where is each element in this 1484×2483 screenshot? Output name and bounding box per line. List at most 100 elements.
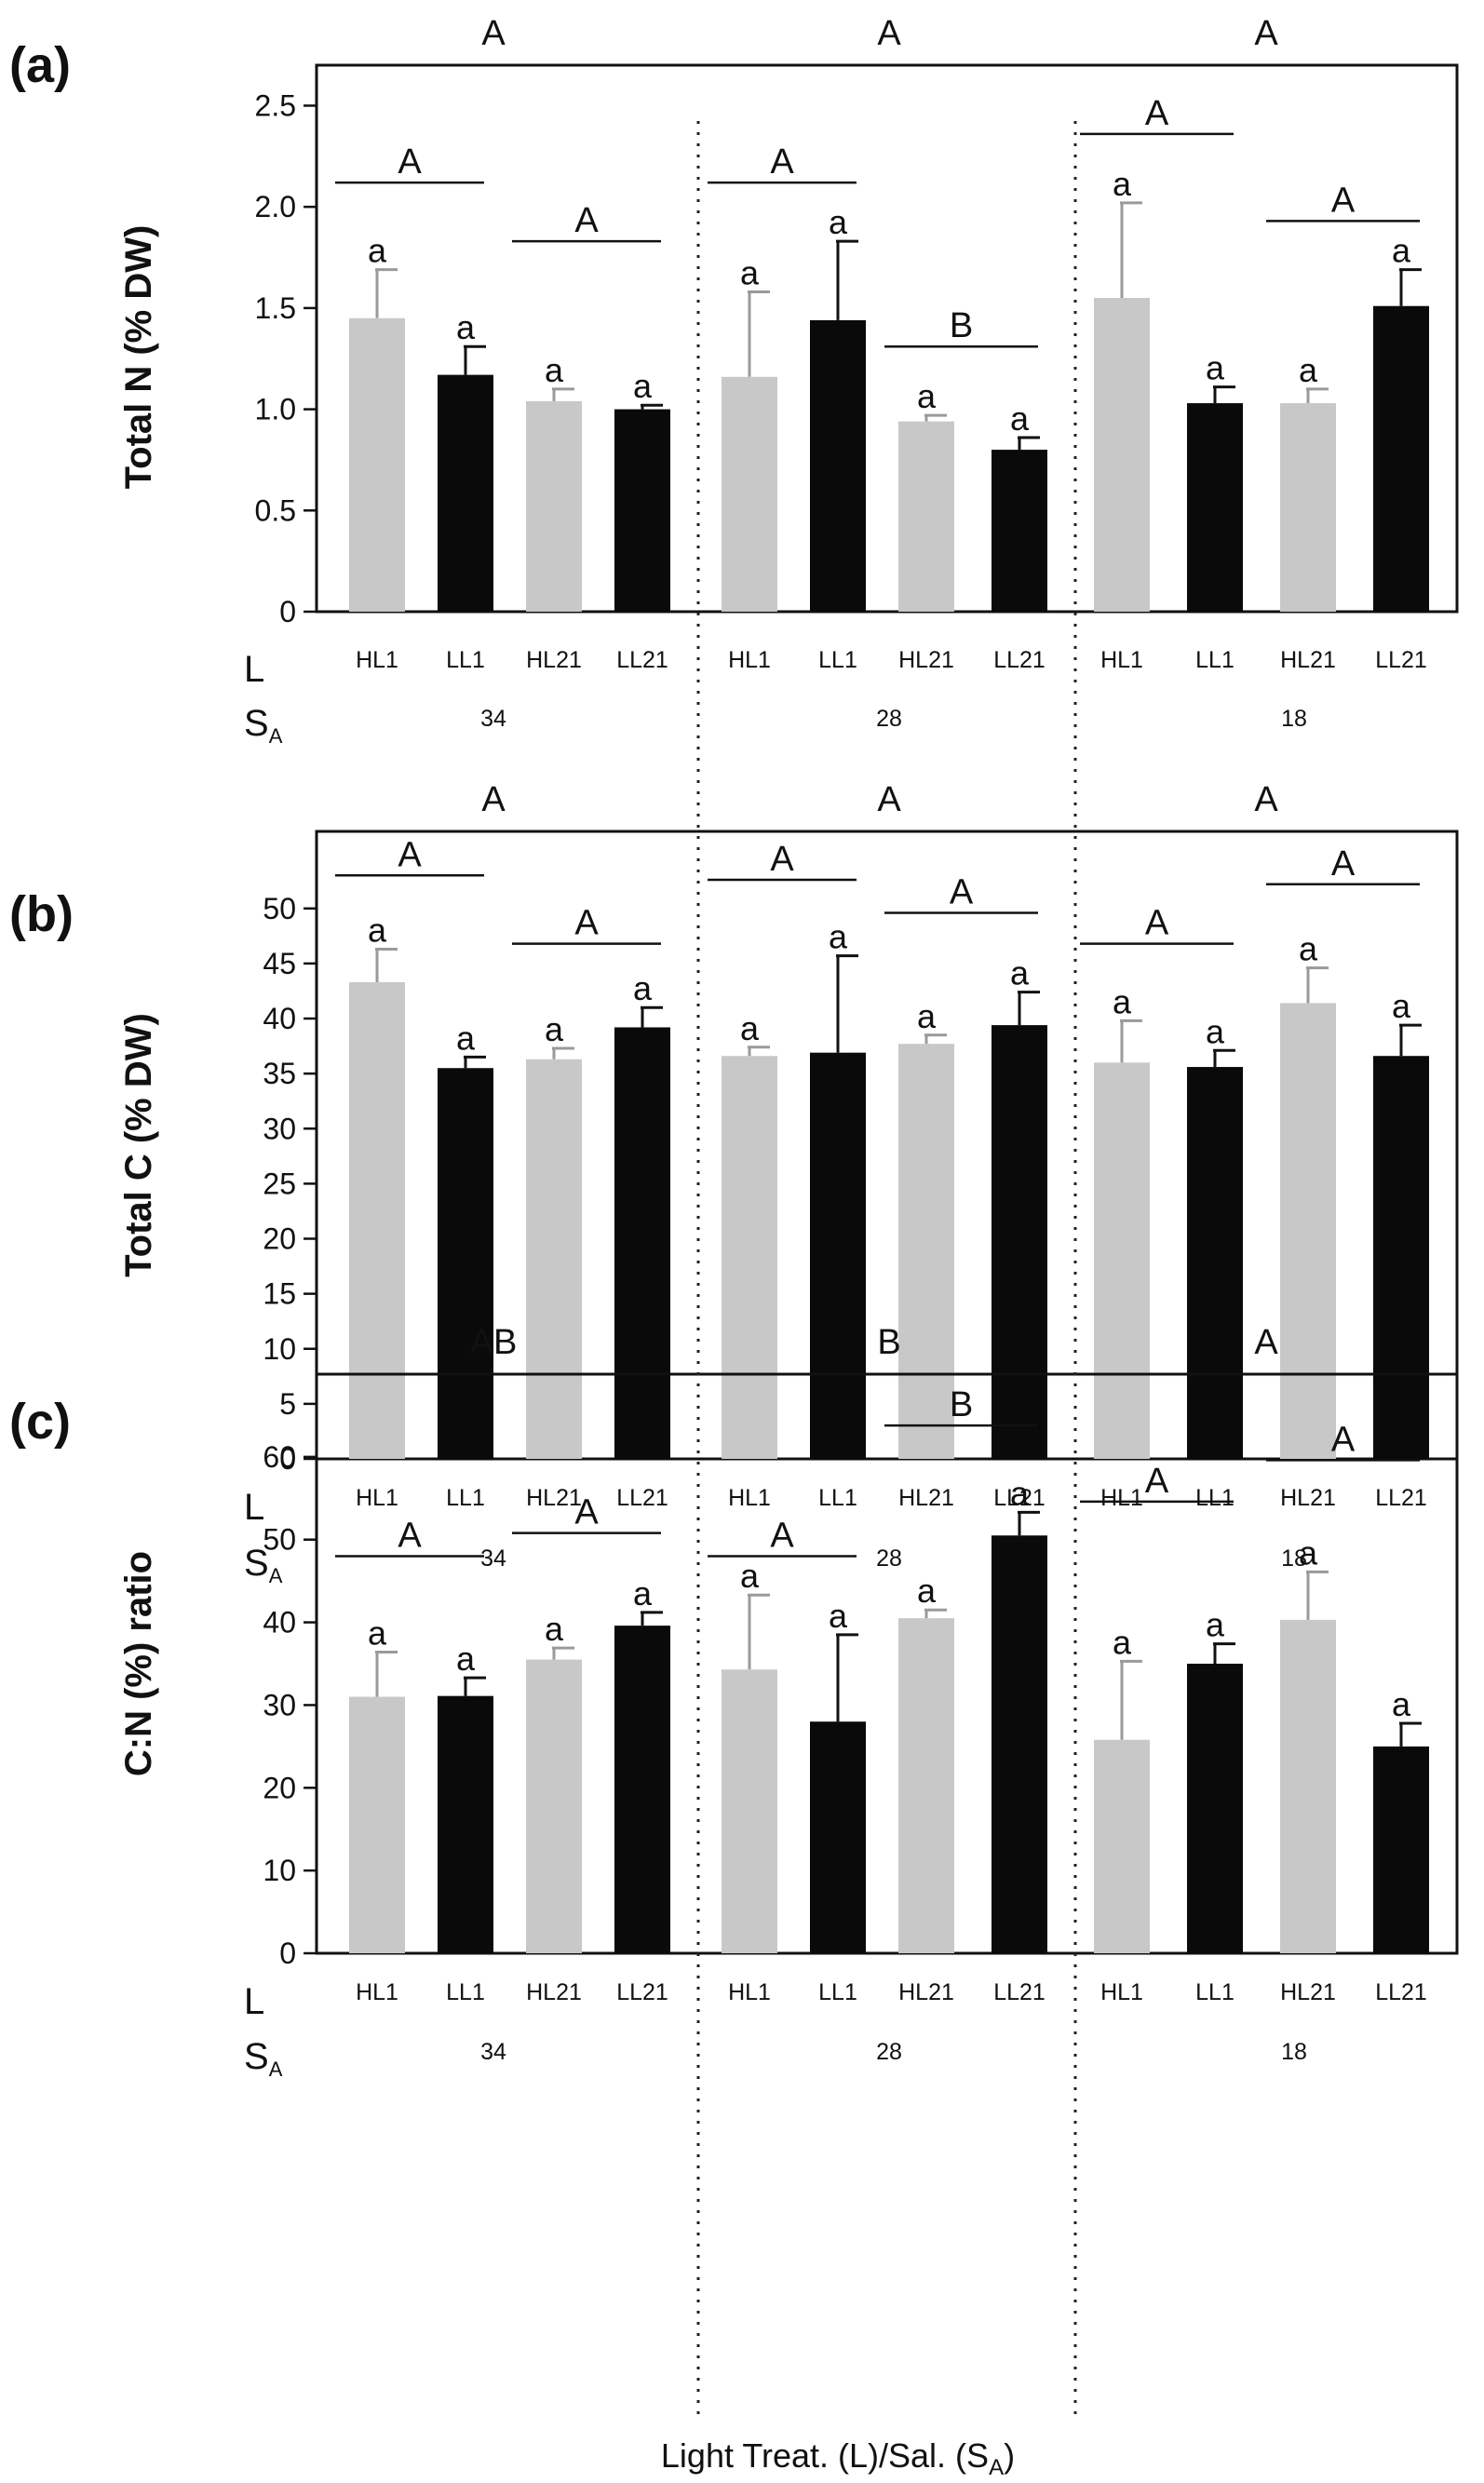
salinity-label: 28 xyxy=(876,1545,902,1572)
bar-letter: a xyxy=(1010,399,1030,438)
category-label: LL1 xyxy=(1195,647,1234,673)
y-tick-label: 2.5 xyxy=(255,88,296,122)
salinity-group-letter: A xyxy=(877,780,901,819)
category-label: HL21 xyxy=(1280,1485,1336,1511)
bar-letter: a xyxy=(545,1010,564,1048)
pair-group-letter: A xyxy=(574,201,599,240)
category-label: LL21 xyxy=(1375,647,1427,673)
bar-hl1-8 xyxy=(1094,1739,1150,1953)
bar-letter: a xyxy=(740,253,760,291)
bar-letter: a xyxy=(456,1019,476,1057)
pair-group-letter: A xyxy=(398,835,422,874)
bar-hl1-4 xyxy=(722,1669,777,1953)
bar-ll21-7 xyxy=(992,450,1047,612)
category-label: HL1 xyxy=(1100,647,1143,673)
salinity-group-letter: AB xyxy=(470,1323,518,1362)
panel-c: (c) C:N (%) ratio 0 10 20 30 40 50 60 a HL1 a LL1 a HL… xyxy=(9,1323,1459,2081)
x-axis-title-subscript: A xyxy=(989,2455,1004,2480)
panel-label: (c) xyxy=(9,1394,71,1450)
bar-letter: a xyxy=(545,351,564,389)
plot-frame xyxy=(315,1372,1459,1955)
bar-letter: a xyxy=(1113,1623,1132,1661)
bar-letter: a xyxy=(829,203,848,241)
pair-group-letter: A xyxy=(950,873,974,912)
pair-group-letter: A xyxy=(770,1516,794,1555)
category-label: HL1 xyxy=(1100,1979,1143,2005)
bar-hl1-0 xyxy=(349,317,405,612)
bar-ll1-5 xyxy=(810,1721,866,1953)
category-label: HL21 xyxy=(898,1979,954,2005)
category-label: LL21 xyxy=(993,647,1046,673)
y-tick-label: 20 xyxy=(263,1771,296,1804)
salinity-label: 18 xyxy=(1281,2039,1307,2065)
y-tick-label: 40 xyxy=(263,1606,296,1640)
bar-ll1-1 xyxy=(438,1068,493,1459)
bar-letter: a xyxy=(829,918,848,956)
bar-ll21-11 xyxy=(1373,1746,1429,1953)
y-tick-label: 5 xyxy=(279,1387,296,1421)
pair-group-letter: A xyxy=(574,904,599,943)
bar-letter: a xyxy=(1392,232,1411,270)
bar-ll21-11 xyxy=(1373,305,1429,612)
bar-hl21-2 xyxy=(526,400,582,612)
salinity-label: 18 xyxy=(1281,1545,1307,1572)
row-key-salinity: SA xyxy=(244,2036,283,2081)
bar-letter: a xyxy=(1392,987,1411,1025)
category-label: LL1 xyxy=(818,647,857,673)
row-key-light: L xyxy=(244,649,264,690)
bar-letter: a xyxy=(917,997,937,1035)
pair-group-letter: A xyxy=(398,1516,422,1555)
salinity-label: 34 xyxy=(480,706,506,732)
category-label: LL21 xyxy=(993,1979,1046,2005)
bar-letter: a xyxy=(917,377,937,415)
bar-hl21-2 xyxy=(526,1059,582,1459)
y-tick-label: 60 xyxy=(263,1440,296,1474)
bar-hl21-2 xyxy=(526,1659,582,1953)
bar-ll1-9 xyxy=(1187,403,1243,612)
bar-ll21-3 xyxy=(614,409,670,612)
bar-letter: a xyxy=(633,367,653,405)
category-label: LL21 xyxy=(616,1979,668,2005)
panel-label: (b) xyxy=(9,886,74,942)
category-label: HL21 xyxy=(526,1979,582,2005)
bar-ll21-7 xyxy=(992,1025,1047,1459)
panel-b: (b) Total C (% DW) 0 5 10 15 20 25 30 35 40 45 50 a HL… xyxy=(9,780,1459,1587)
y-tick-label: 1.0 xyxy=(255,393,296,426)
salinity-group-letter: A xyxy=(1254,1323,1278,1362)
category-label: HL21 xyxy=(898,647,954,673)
pair-group-letter: A xyxy=(398,142,422,182)
salinity-group-letter: A xyxy=(877,14,901,53)
y-tick-label: 15 xyxy=(263,1277,296,1311)
salinity-label: 34 xyxy=(480,2039,506,2065)
category-label: HL1 xyxy=(356,647,398,673)
bar-hl1-8 xyxy=(1094,1062,1150,1459)
pair-group-letter: A xyxy=(1145,904,1169,943)
y-tick-label: 0 xyxy=(279,1442,296,1476)
salinity-group-letter: A xyxy=(1254,14,1278,53)
y-tick-label: 10 xyxy=(263,1332,296,1366)
y-tick-label: 20 xyxy=(263,1222,296,1256)
y-tick-label: 40 xyxy=(263,1002,296,1035)
category-label: HL1 xyxy=(728,1485,771,1511)
bar-letter: a xyxy=(1206,1606,1225,1644)
row-key-light: L xyxy=(244,1487,264,1528)
bar-letter: a xyxy=(740,1557,760,1595)
bar-letter: a xyxy=(368,911,387,950)
y-tick-label: 30 xyxy=(263,1688,296,1721)
bar-hl21-10 xyxy=(1280,403,1336,612)
bar-ll21-7 xyxy=(992,1535,1047,1953)
y-tick-label: 10 xyxy=(263,1854,296,1887)
bar-hl1-0 xyxy=(349,1696,405,1953)
bar-letter: a xyxy=(456,1640,476,1678)
category-label: LL21 xyxy=(1375,1485,1427,1511)
bar-letter: a xyxy=(1299,930,1318,968)
bar-letter: a xyxy=(740,1009,760,1047)
y-tick-label: 50 xyxy=(263,1523,296,1557)
category-label: LL21 xyxy=(1375,1979,1427,2005)
y-tick-label: 0 xyxy=(279,595,296,628)
y-axis-label: C:N (%) ratio xyxy=(118,1551,159,1776)
bar-letter: a xyxy=(1010,1474,1030,1512)
row-key-light: L xyxy=(244,1981,264,2022)
category-label: LL1 xyxy=(818,1485,857,1511)
x-axis-title: Light Treat. (L)/Sal. (SA) xyxy=(661,2436,1015,2480)
